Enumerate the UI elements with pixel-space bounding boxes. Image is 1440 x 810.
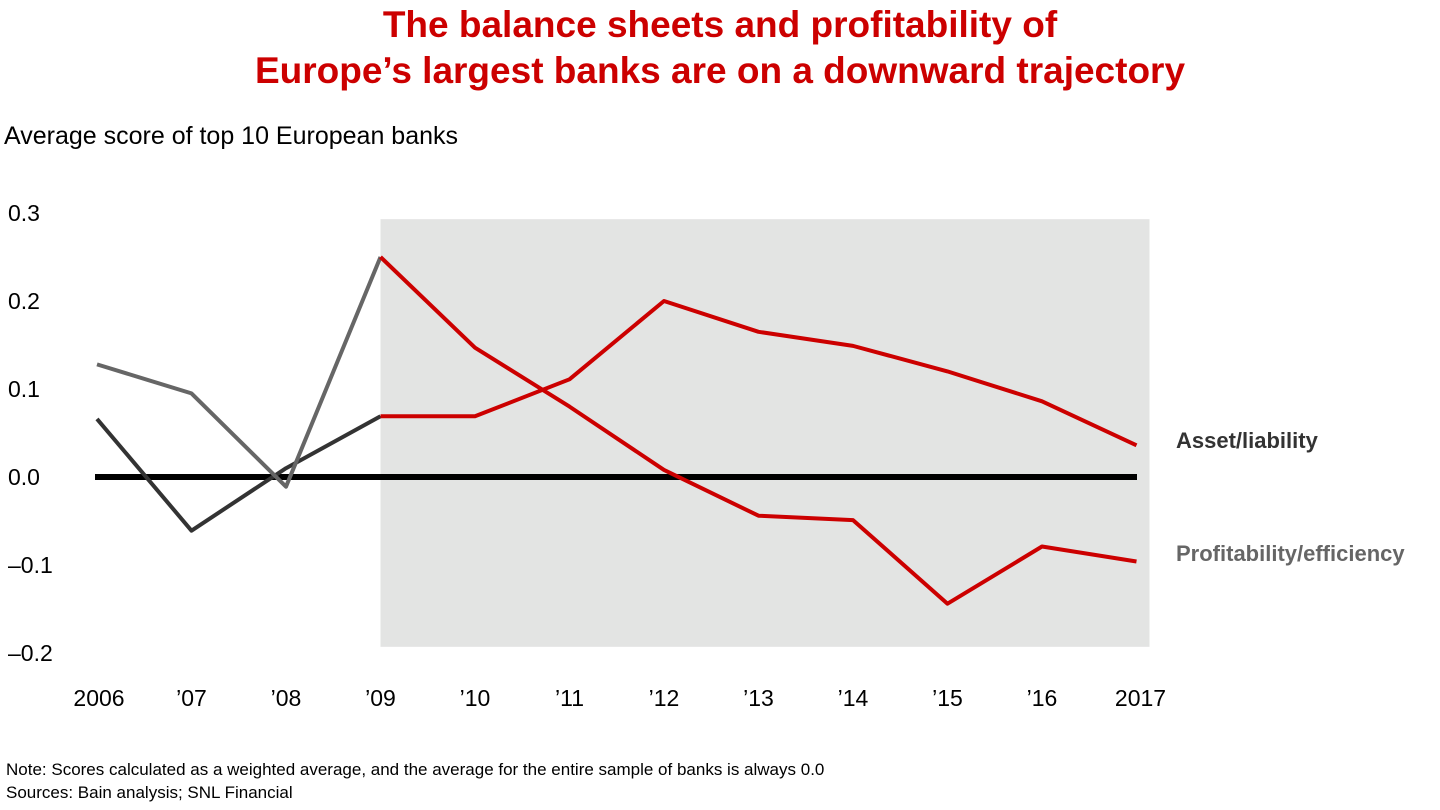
y-tick-label: 0.2 (8, 288, 40, 314)
x-tick-label: 2006 (73, 685, 124, 711)
series-line-early (95, 414, 382, 533)
x-tick-label: 2017 (1115, 685, 1166, 711)
series-line-recent (380, 299, 1138, 448)
chart-subtitle: Average score of top 10 European banks (4, 122, 459, 150)
x-tick-label: ’14 (838, 685, 869, 711)
x-tick-label: ’12 (649, 685, 680, 711)
x-tick-label: ’09 (365, 685, 396, 711)
x-tick-label: ’15 (932, 685, 963, 711)
x-tick-label: ’07 (176, 685, 207, 711)
series-line-early (96, 256, 383, 489)
chart-title: The balance sheets and profitability of … (0, 2, 1440, 94)
y-tick-label: –0.2 (8, 640, 53, 666)
title-line-1: The balance sheets and profitability of (382, 4, 1058, 45)
title-line-2: Europe’s largest banks are on a downward… (254, 50, 1186, 91)
y-tick-label: –0.1 (8, 552, 53, 578)
shaded-period (380, 219, 1150, 647)
x-tick-label: ’08 (271, 685, 302, 711)
sources-text: Sources: Bain analysis; SNL Financial (6, 783, 293, 802)
x-tick-label: ’10 (460, 685, 491, 711)
series-line-recent (379, 255, 1137, 606)
y-tick-label: 0.0 (8, 464, 40, 490)
note-text: Note: Scores calculated as a weighted av… (6, 760, 825, 779)
x-tick-label: ’13 (743, 685, 774, 711)
series-label: Asset/liability (1176, 428, 1319, 453)
y-tick-label: 0.1 (8, 376, 40, 402)
x-tick-label: ’11 (555, 685, 584, 711)
x-tick-label: ’16 (1027, 685, 1058, 711)
y-tick-label: 0.3 (8, 200, 40, 226)
series-label: Profitability/efficiency (1176, 541, 1405, 566)
